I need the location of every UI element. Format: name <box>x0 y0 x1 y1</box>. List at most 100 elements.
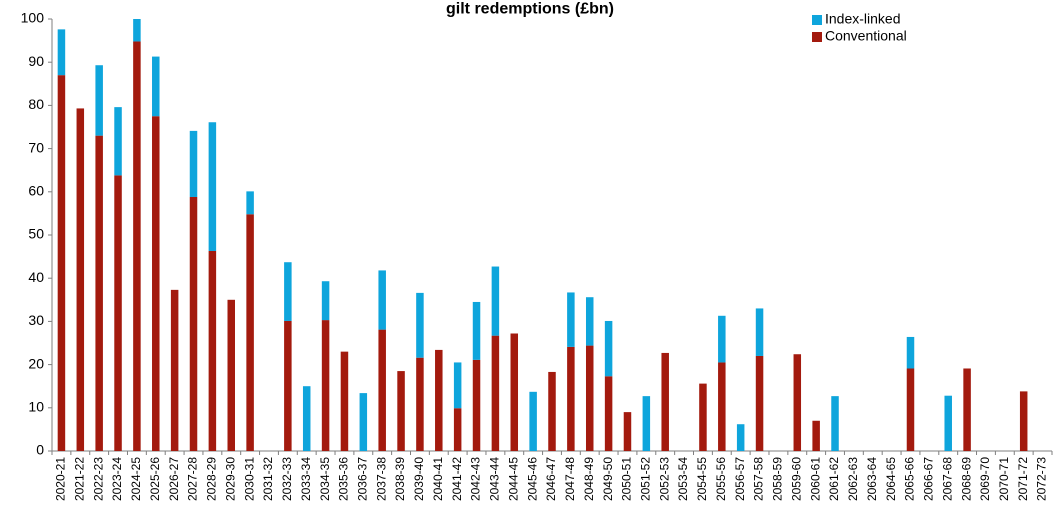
bar-conventional-2030-31 <box>246 214 254 451</box>
x-tick-label: 2029-30 <box>223 457 237 501</box>
bar-conventional-2032-33 <box>284 320 292 451</box>
bar-conventional-2055-56 <box>718 362 726 451</box>
x-tick-label: 2038-39 <box>393 457 407 501</box>
bar-index-linked-2067-68 <box>944 395 952 451</box>
bar-conventional-2027-28 <box>189 196 198 451</box>
bar-index-linked-2061-62 <box>831 396 839 451</box>
x-tick-label: 2028-29 <box>205 457 219 501</box>
x-tick-label: 2027-28 <box>186 457 200 501</box>
bar-conventional-2038-39 <box>397 371 405 451</box>
x-tick-label: 2048-49 <box>582 457 596 501</box>
bar-conventional-2025-26 <box>152 116 160 451</box>
bar-index-linked-2027-28 <box>189 130 198 197</box>
x-tick-label: 2064-65 <box>884 457 898 501</box>
x-tick-label: 2047-48 <box>563 457 577 501</box>
y-tick-label: 0 <box>36 442 44 458</box>
x-tick-label: 2025-26 <box>148 457 162 501</box>
bar-conventional-2035-36 <box>340 351 349 451</box>
x-tick-label: 2069-70 <box>978 457 992 501</box>
x-tick-label: 2039-40 <box>412 457 426 501</box>
x-tick-label: 2061-62 <box>827 457 841 501</box>
bar-index-linked-2033-34 <box>302 386 311 451</box>
x-tick-label: 2033-34 <box>299 457 313 501</box>
bar-index-linked-2056-57 <box>736 424 745 451</box>
bar-index-linked-2041-42 <box>453 362 462 409</box>
x-tick-label: 2050-51 <box>620 457 634 501</box>
chart-title: gilt redemptions (£bn) <box>446 0 614 17</box>
x-tick-label: 2020-21 <box>54 457 68 501</box>
bar-conventional-2059-60 <box>793 354 802 451</box>
legend-label-conventional: Conventional <box>825 28 907 44</box>
y-tick-label: 90 <box>28 53 44 69</box>
x-tick-label: 2046-47 <box>544 457 558 501</box>
y-tick-label: 30 <box>28 312 44 328</box>
x-tick-label: 2034-35 <box>318 457 332 501</box>
bar-index-linked-2020-21 <box>57 29 66 76</box>
bar-index-linked-2024-25 <box>133 19 141 42</box>
x-tick-label: 2042-43 <box>469 457 483 501</box>
x-tick-label: 2044-45 <box>506 457 520 501</box>
bar-index-linked-2030-31 <box>246 191 254 215</box>
x-tick-label: 2035-36 <box>337 457 351 501</box>
x-tick-label: 2067-68 <box>940 457 954 501</box>
y-tick-label: 50 <box>28 226 44 242</box>
bar-index-linked-2032-33 <box>284 262 292 321</box>
bar-index-linked-2065-66 <box>906 336 915 369</box>
x-tick-label: 2037-38 <box>374 457 388 501</box>
legend-swatch-conventional <box>812 32 822 42</box>
bar-conventional-2049-50 <box>604 376 613 451</box>
x-tick-label: 2066-67 <box>922 457 936 501</box>
bar-conventional-2046-47 <box>548 371 556 451</box>
x-tick-label: 2062-63 <box>846 457 860 501</box>
x-tick-label: 2065-66 <box>903 457 917 501</box>
x-tick-label: 2024-25 <box>129 457 143 501</box>
y-tick-label: 60 <box>28 183 44 199</box>
y-tick-label: 70 <box>28 139 44 155</box>
x-tick-label: 2052-53 <box>657 457 671 501</box>
x-tick-label: 2059-60 <box>789 457 803 501</box>
bar-conventional-2068-69 <box>963 368 971 451</box>
bar-index-linked-2025-26 <box>152 56 160 117</box>
bar-conventional-2054-55 <box>699 383 707 451</box>
bar-index-linked-2037-38 <box>378 270 386 330</box>
bar-conventional-2020-21 <box>57 75 66 451</box>
bar-conventional-2022-23 <box>95 135 103 451</box>
x-tick-label: 2043-44 <box>488 457 502 501</box>
y-tick-label: 100 <box>21 10 45 26</box>
y-tick-label: 80 <box>28 96 44 112</box>
y-axis-ticks: 0 10 20 30 40 50 60 70 80 90 100 <box>21 10 52 458</box>
x-axis-ticks: 2020-21 2021-22 2022-23 2023-24 2024-25 2025-… <box>51 451 1053 501</box>
x-tick-label: 2023-24 <box>110 457 124 501</box>
x-tick-label: 2030-31 <box>242 457 256 501</box>
bar-index-linked-2055-56 <box>718 315 726 363</box>
legend-label-index-linked: Index-linked <box>825 11 901 27</box>
bar-index-linked-2047-48 <box>567 292 575 347</box>
bar-conventional-2037-38 <box>378 329 386 451</box>
bar-conventional-2047-48 <box>567 346 575 451</box>
x-tick-label: 2063-64 <box>865 457 879 501</box>
x-tick-label: 2040-41 <box>431 457 445 501</box>
x-tick-label: 2072-73 <box>1035 457 1049 501</box>
x-tick-label: 2056-57 <box>733 457 747 501</box>
legend-swatch-index-linked <box>812 15 822 25</box>
x-tick-label: 2022-23 <box>91 457 105 501</box>
x-tick-label: 2071-72 <box>1016 457 1030 501</box>
y-tick-label: 10 <box>28 399 44 415</box>
bar-conventional-2041-42 <box>453 408 462 451</box>
x-tick-label: 2049-50 <box>601 457 615 501</box>
bar-index-linked-2048-49 <box>585 297 594 346</box>
y-tick-label: 20 <box>28 355 44 371</box>
bar-index-linked-2034-35 <box>321 281 330 321</box>
bar-conventional-2060-61 <box>812 420 820 451</box>
bar-conventional-2043-44 <box>491 335 500 451</box>
x-tick-label: 2045-46 <box>525 457 539 501</box>
x-tick-label: 2053-54 <box>676 457 690 501</box>
x-tick-label: 2060-61 <box>808 457 822 501</box>
x-tick-label: 2055-56 <box>714 457 728 501</box>
bars-layer <box>57 19 1028 452</box>
bar-index-linked-2057-58 <box>755 308 764 356</box>
bar-conventional-2024-25 <box>133 41 141 452</box>
bar-index-linked-2045-46 <box>529 391 537 451</box>
bar-index-linked-2051-52 <box>642 396 651 451</box>
